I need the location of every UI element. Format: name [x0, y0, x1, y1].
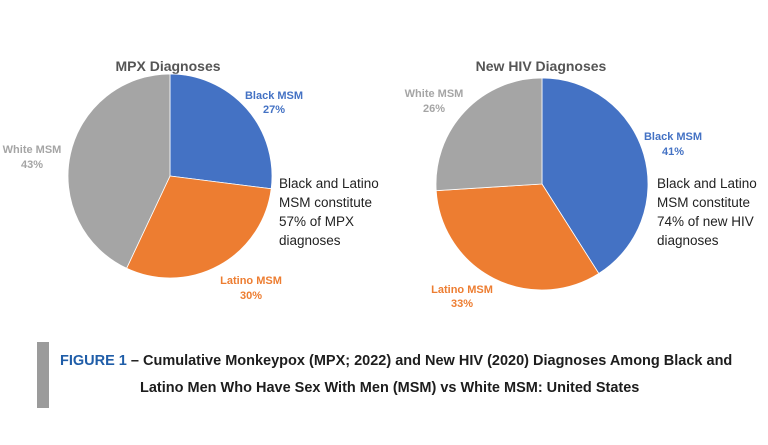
mpx-value-white-msm: 43% [21, 159, 43, 171]
hiv-slice-white-msm [435, 77, 543, 192]
mpx-slice-latino-msm [126, 175, 272, 279]
caption-accent-bar [37, 342, 49, 408]
figure-charts: MPX Diagnoses Black MSM 27% Latino MSM 3… [3, 58, 757, 310]
figure-label: FIGURE 1 [60, 353, 127, 369]
caption-separator: – [130, 353, 139, 369]
mpx-chart: MPX Diagnoses Black MSM 27% Latino MSM 3… [3, 58, 379, 302]
hiv-label-white-msm: White MSM [405, 88, 464, 100]
hiv-chart-title: New HIV Diagnoses [476, 58, 607, 74]
mpx-slice-black-msm [169, 73, 273, 190]
mpx-value-black-msm: 27% [263, 104, 285, 116]
hiv-value-latino-msm: 33% [451, 298, 473, 310]
mpx-note-line: diagnoses [279, 233, 341, 248]
hiv-note-line: Black and Latino [657, 176, 757, 191]
hiv-pie [435, 77, 649, 291]
hiv-slice-black-msm [541, 77, 649, 275]
caption-line-1: Cumulative Monkeypox (MPX; 2022) and New… [143, 353, 733, 369]
mpx-label-white-msm: White MSM [3, 144, 62, 156]
hiv-chart: New HIV Diagnoses Black MSM 41% Latino M… [405, 58, 757, 310]
hiv-note-line: MSM constitute [657, 195, 750, 210]
hiv-note: Black and Latino MSM constitute 74% of n… [657, 176, 757, 248]
mpx-note-line: MSM constitute [279, 195, 372, 210]
hiv-note-line: diagnoses [657, 233, 719, 248]
mpx-chart-title: MPX Diagnoses [115, 58, 220, 74]
hiv-note-line: 74% of new HIV [657, 214, 754, 229]
mpx-label-black-msm: Black MSM [245, 90, 303, 102]
figure-caption: FIGURE 1 – Cumulative Monkeypox (MPX; 20… [60, 348, 760, 402]
mpx-label-latino-msm: Latino MSM [220, 275, 282, 287]
hiv-slice-latino-msm [435, 183, 600, 291]
mpx-note-line: 57% of MPX [279, 214, 354, 229]
caption-line-2: Latino Men Who Have Sex With Men (MSM) v… [140, 380, 640, 396]
mpx-note: Black and Latino MSM constitute 57% of M… [279, 176, 379, 248]
mpx-pie [67, 73, 273, 279]
hiv-label-latino-msm: Latino MSM [431, 284, 493, 296]
mpx-note-line: Black and Latino [279, 176, 379, 191]
mpx-value-latino-msm: 30% [240, 290, 262, 302]
hiv-value-white-msm: 26% [423, 103, 445, 115]
hiv-value-black-msm: 41% [662, 146, 684, 158]
hiv-label-black-msm: Black MSM [644, 131, 702, 143]
mpx-slice-white-msm [67, 73, 171, 269]
